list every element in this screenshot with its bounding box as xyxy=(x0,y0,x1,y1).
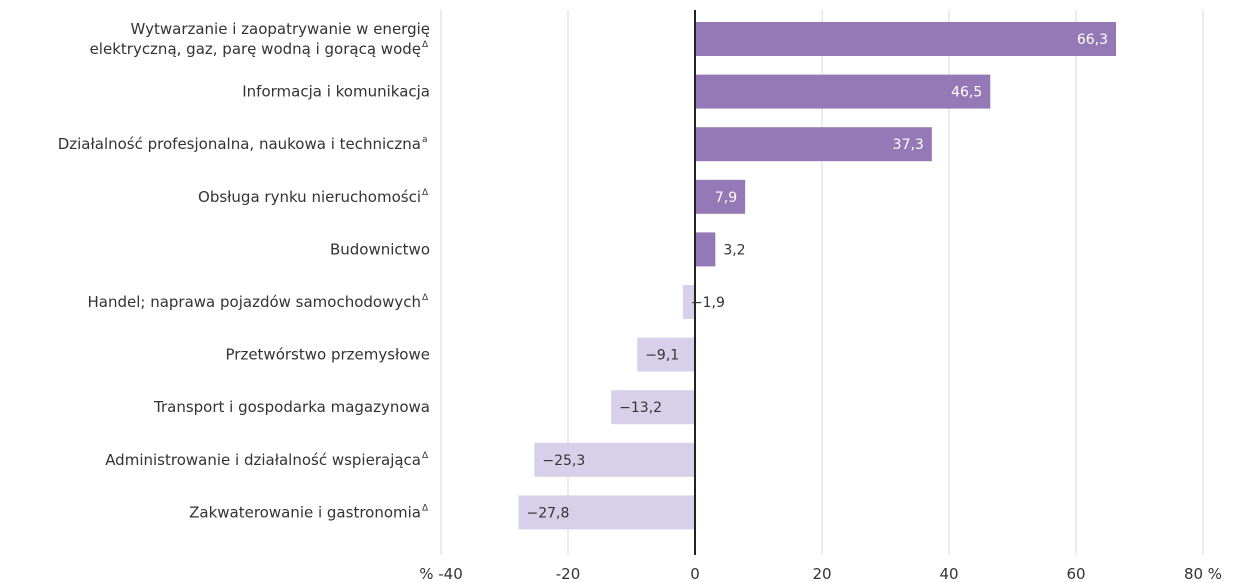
value-label: 66,3 xyxy=(1077,32,1108,48)
x-tick-label: 60 xyxy=(1066,565,1085,582)
x-axis-tick-labels: % -40 -20 0 20 40 60 80 % xyxy=(419,565,1222,582)
value-label: −13,2 xyxy=(619,400,662,416)
bar xyxy=(534,442,695,477)
footnote-mark: Δ xyxy=(422,293,429,303)
x-tick-label: -20 xyxy=(556,565,581,582)
value-label: −9,1 xyxy=(645,348,679,364)
bar xyxy=(695,179,746,214)
category-label: Przetwórstwo przemysłowe xyxy=(226,346,431,364)
category-label: Obsługa rynku nieruchomości xyxy=(198,188,421,206)
x-tick-label: 0 xyxy=(690,565,700,582)
bar xyxy=(695,127,932,162)
value-label: −25,3 xyxy=(542,453,585,469)
bar xyxy=(695,22,1117,56)
bar xyxy=(682,285,695,319)
x-tick-label: 40 xyxy=(939,565,958,582)
category-label: Działalność profesjonalna, naukowa i tec… xyxy=(58,135,421,153)
x-tick-label: 80 % xyxy=(1184,565,1222,582)
value-label: 7,9 xyxy=(715,190,737,206)
footnote-mark: a xyxy=(422,135,428,145)
bar xyxy=(695,74,991,109)
category-label: Wytwarzanie i zaopatrywanie w energię xyxy=(131,20,430,38)
bar xyxy=(637,337,695,372)
footnote-mark: Δ xyxy=(422,188,429,198)
category-label: Zakwaterowanie i gastronomia xyxy=(189,503,421,521)
value-label: 3,2 xyxy=(723,242,745,258)
category-label: Transport i gospodarka magazynowa xyxy=(153,398,430,416)
footnote-mark: Δ xyxy=(422,451,429,461)
bar xyxy=(695,232,716,267)
value-labels: 66,3 46,5 37,3 7,9 3,2 −1,9 −9,1 −13,2 −25,3 −27,… xyxy=(526,32,1108,521)
x-tick-label: % -40 xyxy=(419,565,463,582)
value-label: −1,9 xyxy=(691,295,725,311)
footnote-mark: Δ xyxy=(422,503,429,513)
category-label: elektryczną, gaz, parę wodną i gorącą wo… xyxy=(90,40,421,58)
value-label: −27,8 xyxy=(526,505,569,521)
category-label: Informacja i komunikacja xyxy=(242,83,430,101)
category-labels: Wytwarzanie i zaopatrywanie w energię ele… xyxy=(58,20,430,521)
category-label: Administrowanie i działalność wspierając… xyxy=(105,451,421,469)
bar xyxy=(518,495,695,530)
footnote-mark: Δ xyxy=(422,40,429,50)
category-label: Handel; naprawa pojazdów samochodowych xyxy=(87,293,421,311)
x-tick-label: 20 xyxy=(812,565,831,582)
bars xyxy=(518,22,1117,530)
value-label: 37,3 xyxy=(893,137,924,153)
value-label: 46,5 xyxy=(951,85,982,101)
category-label: Budownictwo xyxy=(330,240,430,258)
bar xyxy=(611,390,695,425)
